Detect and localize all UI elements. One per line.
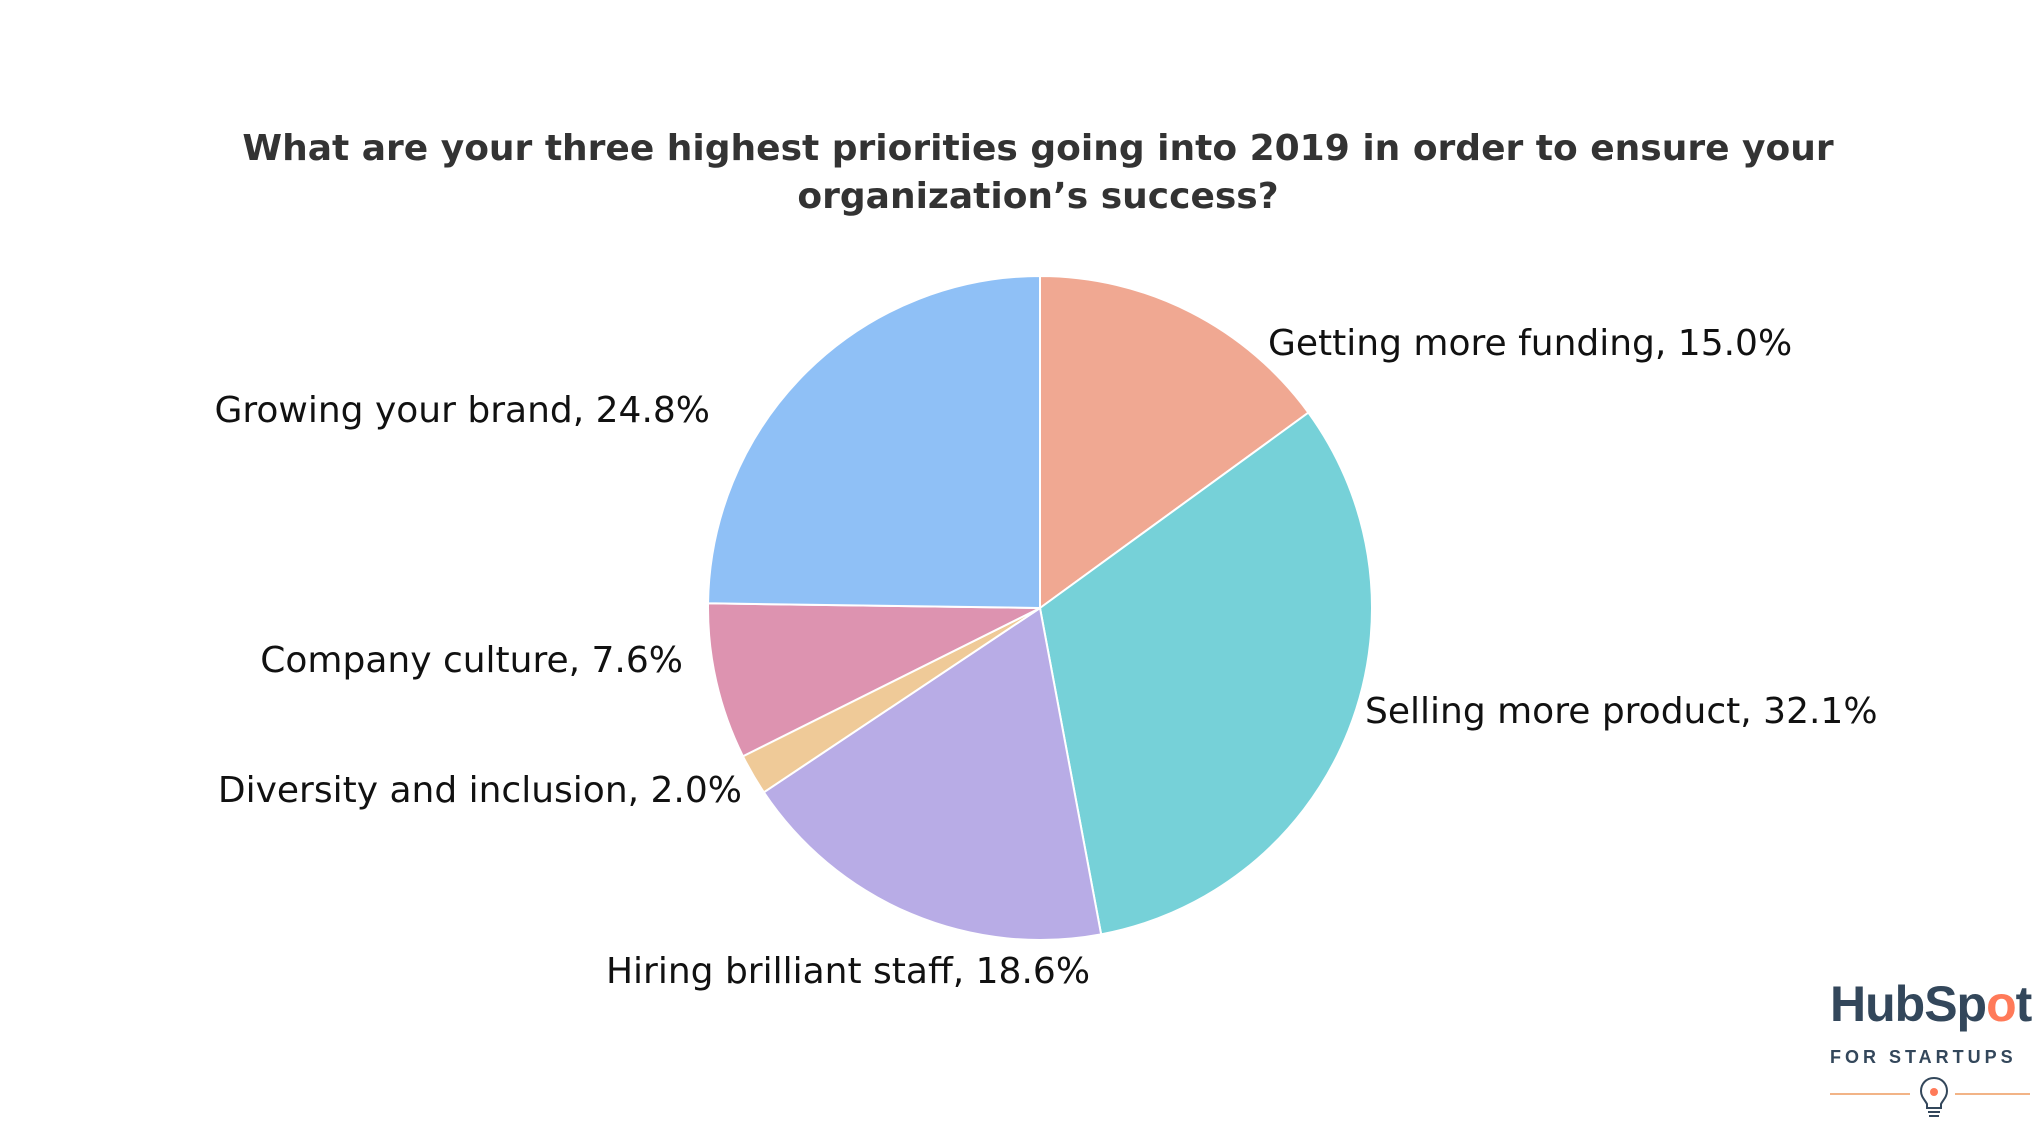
slice-label-growing-your-brand: Growing your brand, 24.8% [214, 390, 710, 431]
slice-label-diversity-and-inclusion: Diversity and inclusion, 2.0% [218, 770, 742, 811]
hubspot-logo: HubSpot FOR STARTUPS [1820, 975, 2032, 1135]
logo-subtitle: FOR STARTUPS [1830, 1047, 2017, 1067]
slice-label-company-culture: Company culture, 7.6% [260, 640, 683, 681]
slice-label-hiring-brilliant-staff: Hiring brilliant staff, 18.6% [606, 951, 1090, 992]
pie-slice-getting-more-funding [1039, 274, 1310, 610]
pie-labels: Getting more funding, 15.0% Selling more … [214, 323, 1877, 992]
pie-slice-company-culture [707, 602, 1041, 758]
slice-label-selling-more-product: Selling more product, 32.1% [1365, 691, 1878, 732]
logo-sprocket-letter: o [1986, 976, 2017, 1032]
pie-slice-growing-your-brand [707, 274, 1041, 610]
logo-divider-left [1830, 1093, 1910, 1095]
logo-brand-text: HubSpot [1830, 976, 2032, 1032]
pie-slice-selling-more-product [1038, 411, 1373, 936]
chart-title: What are your three highest priorities g… [242, 128, 1834, 217]
slice-label-getting-more-funding: Getting more funding, 15.0% [1268, 323, 1792, 364]
pie-slice-hiring-brilliant-staff [762, 606, 1103, 941]
pie-slices [707, 274, 1373, 941]
lightbulb-icon [1919, 1076, 1949, 1117]
logo-divider-right [1955, 1093, 2030, 1095]
